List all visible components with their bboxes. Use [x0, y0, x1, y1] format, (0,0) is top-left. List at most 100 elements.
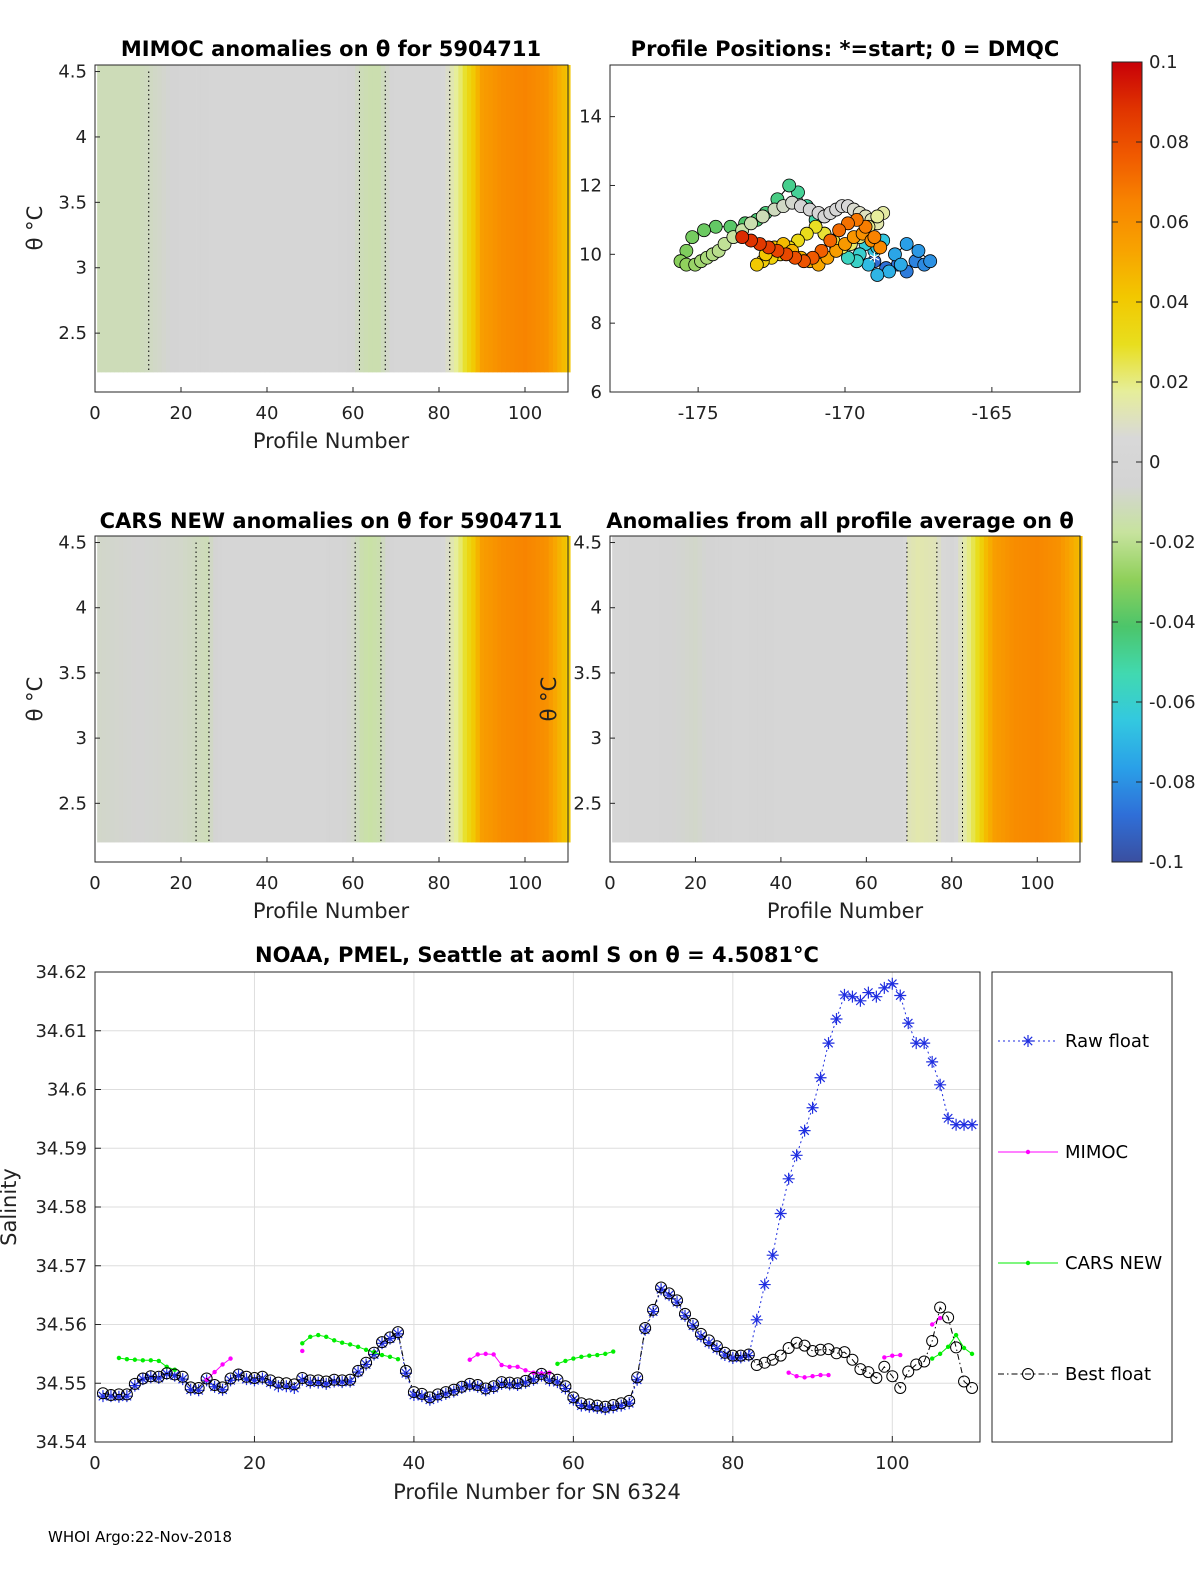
best-float-marker [655, 1281, 668, 1294]
raw-float-marker [112, 1390, 125, 1403]
heatmap-cell [428, 536, 433, 843]
raw-float-marker [862, 986, 875, 999]
series-dot-marker [300, 1341, 305, 1346]
heatmap-cell [415, 65, 421, 373]
series-dot-marker [818, 1372, 823, 1378]
heatmap-cell [902, 536, 908, 843]
best-float-marker [352, 1364, 365, 1377]
x-tick-label: 100 [1020, 873, 1054, 894]
series-dot-marker [507, 1364, 512, 1370]
x-tick-label: 40 [769, 873, 792, 894]
raw-float-marker [758, 1278, 771, 1291]
raw-float-marker [128, 1379, 141, 1392]
best-float-marker [208, 1379, 221, 1392]
heatmap-cell [213, 536, 218, 843]
raw-float-marker [734, 1351, 747, 1364]
heatmap-cell [355, 65, 360, 373]
colorbar-tick-label: -0.04 [1149, 612, 1196, 633]
heatmap-cell [975, 536, 980, 843]
series-dot-marker [563, 1358, 568, 1364]
heatmap-cell [325, 536, 330, 843]
heatmap-cell [286, 65, 292, 373]
series-dot-marker [212, 1369, 217, 1375]
legend-label: Raw float [1065, 1031, 1149, 1052]
heatmap-cell [548, 536, 554, 843]
best-float-marker [168, 1368, 181, 1381]
raw-float-marker [384, 1332, 396, 1345]
raw-float-marker [296, 1373, 309, 1386]
heatmap-cell [838, 536, 844, 843]
series-dot-marker [929, 1322, 935, 1327]
heatmap-cell [509, 536, 515, 843]
x-tick-label: 100 [508, 403, 542, 424]
heatmap-cell [514, 65, 519, 373]
heatmap-cell [277, 65, 283, 373]
heatmap-cell [342, 536, 347, 843]
cars-title: CARS NEW anomalies on θ for 5904711 [100, 509, 563, 533]
series-dot-marker [124, 1356, 130, 1362]
raw-float-marker [216, 1383, 229, 1396]
y-tick-label: 6 [591, 382, 602, 403]
x-tick-label: 80 [721, 1453, 744, 1474]
heatmap-cell [329, 65, 335, 373]
best-float-marker [726, 1349, 739, 1362]
heatmap-cell [522, 536, 528, 843]
raw-float-marker [798, 1124, 811, 1137]
raw-float-marker [583, 1400, 596, 1413]
y-tick-label: 34.55 [35, 1373, 87, 1394]
y-tick-label: 34.58 [35, 1197, 87, 1218]
heatmap-cell [684, 536, 690, 843]
raw-float-marker [503, 1378, 516, 1391]
heatmap-cell [484, 536, 489, 843]
series-cars-new [116, 1332, 975, 1372]
best-float-marker [399, 1364, 412, 1377]
raw-float-marker [96, 1390, 109, 1403]
heatmap-cell [497, 65, 502, 373]
heatmap-cell [239, 536, 244, 843]
series-dot-marker [308, 1334, 313, 1340]
heatmap-cell [428, 65, 433, 373]
raw-float-marker [288, 1381, 301, 1394]
heatmap-cell [264, 536, 270, 843]
heatmap-cell [855, 536, 861, 843]
best-float-marker [822, 1343, 835, 1356]
series-dot-marker [555, 1361, 560, 1367]
heatmap-cell [411, 536, 416, 843]
best-float-marker [838, 1346, 851, 1359]
best-float-marker [344, 1373, 357, 1386]
raw-float-marker [942, 1112, 955, 1125]
heatmap-cell [527, 65, 532, 373]
mimoc-axes-box [94, 64, 569, 393]
heatmap-cell [135, 65, 141, 373]
raw-float-marker [264, 1376, 277, 1389]
raw-float-marker [240, 1373, 253, 1386]
heatmap-cell [466, 65, 472, 373]
raw-float-marker [487, 1381, 500, 1394]
heatmap-cell [847, 536, 852, 843]
best-float-marker [120, 1388, 133, 1401]
salinity-panel: NOAA, PMEL, Seattle at aoml S on θ = 4.5… [0, 943, 1173, 1504]
profile-position-marker [899, 237, 914, 251]
heatmap-cell [320, 536, 326, 843]
raw-float-marker [176, 1373, 189, 1386]
raw-float-marker [870, 990, 883, 1003]
heatmap-cell [372, 536, 378, 843]
colorbar-tick-label: 0 [1149, 452, 1160, 473]
heatmap-cell [744, 536, 750, 843]
heatmap-cell [714, 536, 720, 843]
series-dot-marker [969, 1351, 975, 1357]
best-float-marker [918, 1355, 931, 1368]
heatmap-cell [398, 65, 403, 373]
heatmap-cell [243, 536, 249, 843]
heatmap-cell [778, 536, 784, 843]
heatmap-cell [385, 536, 390, 843]
heatmap-cell [350, 65, 356, 373]
y-tick-label: 3.5 [58, 192, 87, 213]
heatmap-cell [325, 65, 330, 373]
best-float-marker [280, 1377, 293, 1390]
heatmap-cell [650, 536, 656, 843]
best-float-marker [878, 1360, 891, 1373]
heatmap-cell [659, 536, 664, 843]
heatmap-cell [105, 65, 111, 373]
heatmap-cell [654, 536, 660, 843]
